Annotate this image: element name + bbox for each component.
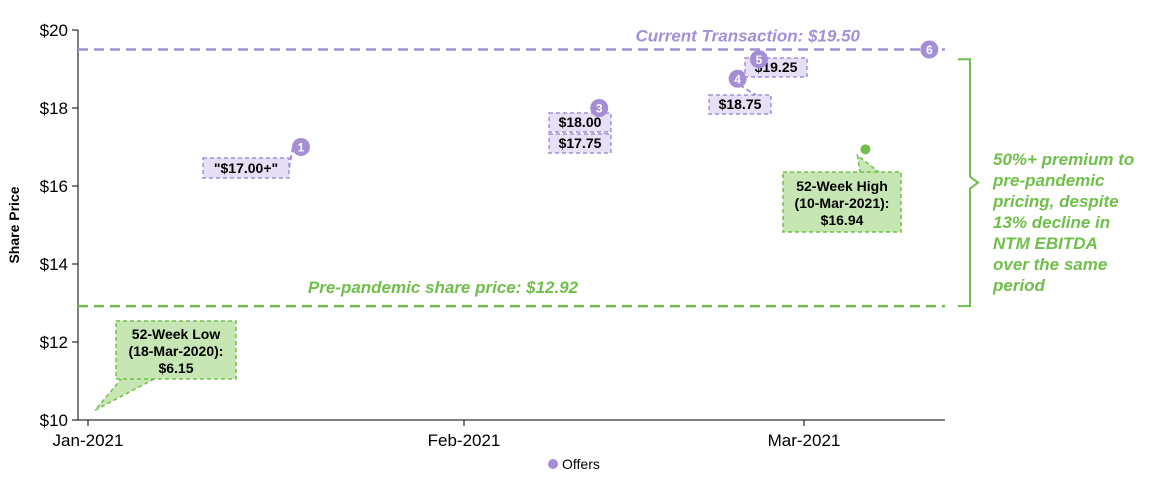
premium-bracket [958, 58, 980, 308]
offer-number: 1 [298, 141, 305, 155]
y-tick-label: $12 [40, 333, 68, 352]
legend-offers-label: Offers [562, 456, 600, 472]
offer-number: 3 [596, 102, 603, 116]
offer-label-box [708, 94, 772, 115]
pre-pandemic-label: Pre-pandemic share price: $12.92 [308, 278, 579, 297]
high-callout-line: (10-Mar-2021): [795, 195, 890, 211]
offer-label: $18.75 [719, 96, 762, 112]
current-transaction-label: Current Transaction: $19.50 [635, 27, 860, 46]
offer-point [590, 99, 609, 117]
high-callout-line: $16.94 [821, 212, 864, 228]
offer-point [728, 69, 747, 88]
offer-point [920, 40, 939, 59]
premium-note-line: 50%+ premium to [993, 150, 1134, 169]
y-tick-label: $14 [40, 255, 68, 274]
low-callout-line: $6.15 [158, 360, 193, 376]
offer-number: 5 [756, 53, 763, 67]
y-tick-label: $16 [40, 177, 68, 196]
offer-label: $17.75 [559, 135, 602, 151]
premium-note: 50%+ premium to pre-pandemic pricing, de… [992, 150, 1134, 295]
y-axis-label: Share Price [6, 186, 22, 263]
premium-note-line: pre-pandemic [992, 171, 1105, 190]
low-callout-tail [94, 377, 157, 411]
high-callout: 52-Week High (10-Mar-2021): $16.94 [782, 144, 902, 233]
y-tick-label: $20 [40, 21, 68, 40]
high-callout-box [782, 171, 902, 233]
high-callout-line: 52-Week High [796, 178, 888, 194]
high-callout-tail [856, 153, 883, 174]
legend: Offers [548, 456, 600, 472]
offer-label-box [202, 157, 290, 179]
low-callout: 52-Week Low (18-Mar-2020): $6.15 [94, 320, 237, 411]
offer-label-box [548, 133, 612, 154]
premium-note-line: NTM EBITDA [993, 234, 1098, 253]
offer-point [749, 50, 768, 69]
x-ticks: Jan-2021 Feb-2021 Mar-2021 [53, 420, 841, 450]
premium-note-line: period [992, 276, 1046, 295]
premium-note-line: pricing, despite [992, 192, 1119, 211]
offer-label-box [548, 112, 612, 133]
y-tick-label: $10 [40, 411, 68, 430]
x-tick-label: Jan-2021 [53, 431, 124, 450]
legend-offers-marker [548, 459, 558, 469]
low-callout-line: 52-Week Low [132, 326, 221, 342]
offer-label: "$17.00+" [214, 160, 278, 176]
high-point [860, 144, 871, 155]
offer-label: $18.00 [559, 114, 602, 130]
y-ticks: $10 $12 $14 $16 $18 $20 [40, 21, 78, 430]
offer-number: 6 [926, 43, 933, 57]
offer-number: 4 [734, 72, 741, 86]
offer-point [292, 138, 310, 156]
x-tick-label: Mar-2021 [768, 431, 841, 450]
premium-note-line: 13% decline in [993, 213, 1110, 232]
premium-note-line: over the same [993, 255, 1107, 274]
x-tick-label: Feb-2021 [428, 431, 501, 450]
low-callout-line: (18-Mar-2020): [129, 343, 224, 359]
y-tick-label: $18 [40, 99, 68, 118]
low-callout-box [115, 320, 237, 380]
